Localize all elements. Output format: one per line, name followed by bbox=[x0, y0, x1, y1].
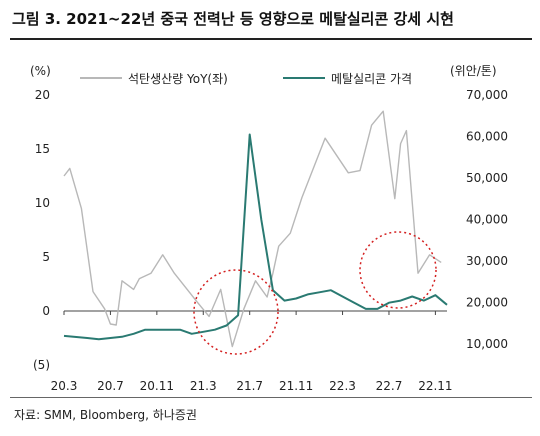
x-tick-label: 21.3 bbox=[190, 379, 217, 393]
left-axis-unit-group: (%) bbox=[30, 64, 51, 78]
left-axis: (5) 0 5 10 15 20 bbox=[33, 88, 50, 372]
series-line-silicon-price bbox=[63, 133, 448, 341]
right-tick-label: 50,000 bbox=[466, 171, 508, 185]
right-axis: 10,000 20,000 30,000 40,000 50,000 60,000 70,0… bbox=[466, 88, 508, 351]
left-tick-label: (5) bbox=[33, 358, 50, 372]
bottom-divider bbox=[10, 397, 532, 398]
highlight-circles bbox=[193, 231, 437, 355]
x-tick-label: 20.7 bbox=[97, 379, 124, 393]
legend: 석탄생산량 YoY(좌) 메탈실리콘 가격 bbox=[80, 72, 412, 86]
left-tick-label: 10 bbox=[35, 196, 50, 210]
right-tick-label: 20,000 bbox=[466, 296, 508, 310]
right-tick-label: 70,000 bbox=[466, 88, 508, 102]
left-axis-unit: (%) bbox=[30, 64, 51, 78]
x-tick-label: 20.11 bbox=[140, 379, 174, 393]
right-tick-label: 60,000 bbox=[466, 130, 508, 144]
source-note: 자료: SMM, Bloomberg, 하나증권 bbox=[14, 408, 197, 422]
right-tick-label: 30,000 bbox=[466, 254, 508, 268]
x-tick-label: 22.11 bbox=[418, 379, 452, 393]
x-tick-label: 21.11 bbox=[279, 379, 313, 393]
left-tick-label: 15 bbox=[35, 142, 50, 156]
right-tick-label: 10,000 bbox=[466, 337, 508, 351]
series-layer bbox=[63, 110, 448, 348]
highlight-circle-2022 bbox=[359, 231, 437, 309]
legend-label-silicon: 메탈실리콘 가격 bbox=[331, 72, 412, 86]
x-tick-label: 20.3 bbox=[51, 379, 78, 393]
right-tick-label: 40,000 bbox=[466, 213, 508, 227]
x-tick-label: 22.7 bbox=[376, 379, 403, 393]
left-tick-label: 20 bbox=[35, 88, 50, 102]
chart: (%) (위안/톤) 석탄생산량 YoY(좌) 메탈실리콘 가격 (5) 0 5 10… bbox=[30, 64, 508, 393]
x-axis: 20.3 20.7 20.11 21.3 21.7 21.11 22.3 22.7 22.11 bbox=[51, 311, 453, 393]
page-title: 그림 3. 2021~22년 중국 전력난 등 영향으로 메탈실리콘 강세 시현 bbox=[12, 10, 454, 28]
left-tick-label: 0 bbox=[42, 304, 50, 318]
x-tick-label: 22.3 bbox=[329, 379, 356, 393]
x-tick-label: 21.7 bbox=[236, 379, 263, 393]
highlight-circle-2021 bbox=[193, 269, 279, 355]
title-divider bbox=[10, 38, 532, 40]
left-tick-label: 5 bbox=[42, 250, 50, 264]
series-line-coal-yoy bbox=[63, 110, 442, 348]
right-axis-unit: (위안/톤) bbox=[450, 64, 497, 78]
legend-label-coal: 석탄생산량 YoY(좌) bbox=[128, 72, 228, 86]
